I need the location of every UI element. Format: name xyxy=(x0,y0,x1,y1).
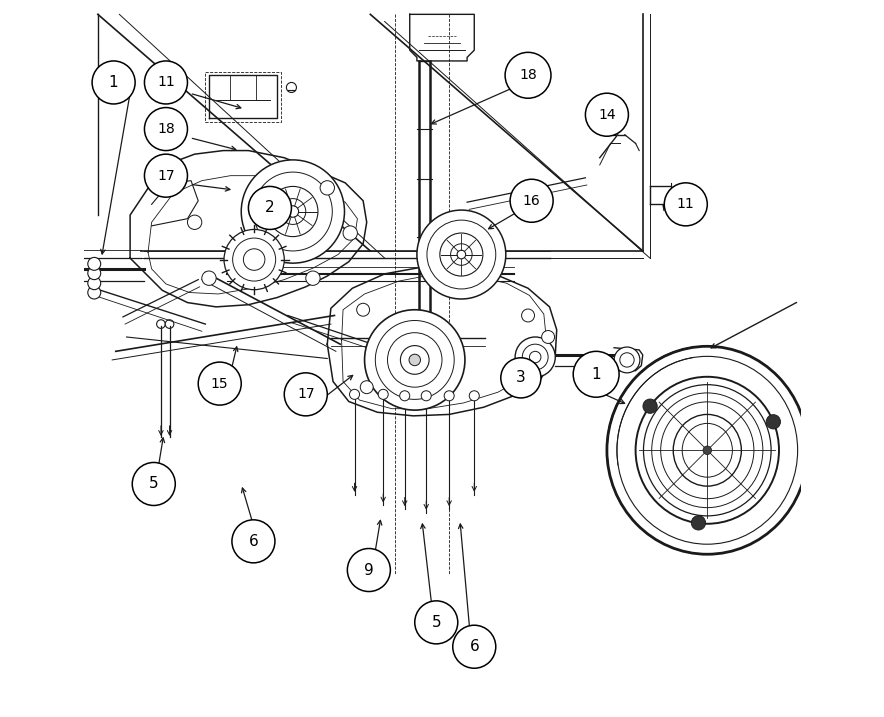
Circle shape xyxy=(165,320,174,328)
Circle shape xyxy=(457,250,466,259)
Text: 1: 1 xyxy=(591,367,601,381)
Circle shape xyxy=(280,199,306,224)
Circle shape xyxy=(232,238,276,281)
Circle shape xyxy=(417,210,506,299)
Circle shape xyxy=(254,172,332,251)
Text: 18: 18 xyxy=(519,68,537,82)
Circle shape xyxy=(409,354,421,366)
Circle shape xyxy=(187,215,202,229)
Text: 11: 11 xyxy=(677,197,695,212)
Circle shape xyxy=(415,601,458,644)
Circle shape xyxy=(88,286,101,299)
Circle shape xyxy=(361,381,373,394)
Circle shape xyxy=(144,108,187,151)
Ellipse shape xyxy=(607,346,808,554)
Ellipse shape xyxy=(660,402,754,499)
Circle shape xyxy=(88,257,101,270)
Circle shape xyxy=(542,331,554,343)
Circle shape xyxy=(427,220,496,289)
Text: 1: 1 xyxy=(109,75,118,90)
Circle shape xyxy=(387,333,442,387)
Circle shape xyxy=(522,344,548,370)
Circle shape xyxy=(451,244,472,265)
Circle shape xyxy=(268,186,318,237)
Text: 2: 2 xyxy=(265,201,275,215)
Text: 18: 18 xyxy=(157,122,175,136)
Circle shape xyxy=(376,320,454,399)
Circle shape xyxy=(202,271,217,285)
Circle shape xyxy=(320,181,334,195)
Circle shape xyxy=(421,391,431,401)
Circle shape xyxy=(515,337,555,377)
Circle shape xyxy=(614,347,640,373)
Circle shape xyxy=(232,520,275,563)
Circle shape xyxy=(505,52,551,98)
Circle shape xyxy=(703,446,712,455)
Text: 17: 17 xyxy=(297,387,315,402)
Circle shape xyxy=(400,346,429,374)
Circle shape xyxy=(530,351,541,363)
Circle shape xyxy=(144,154,187,197)
Ellipse shape xyxy=(636,377,779,523)
Ellipse shape xyxy=(682,423,732,478)
Circle shape xyxy=(469,391,479,401)
Circle shape xyxy=(501,358,541,398)
Circle shape xyxy=(88,277,101,290)
Circle shape xyxy=(198,362,241,405)
Circle shape xyxy=(573,351,619,397)
Text: 6: 6 xyxy=(248,534,258,549)
Circle shape xyxy=(766,414,781,429)
Circle shape xyxy=(224,229,285,290)
Circle shape xyxy=(243,249,265,270)
Text: 17: 17 xyxy=(157,168,175,183)
Circle shape xyxy=(440,233,483,276)
Circle shape xyxy=(156,320,165,328)
Circle shape xyxy=(144,61,187,104)
Circle shape xyxy=(364,310,465,410)
Text: 5: 5 xyxy=(431,615,441,630)
Ellipse shape xyxy=(652,393,763,508)
Circle shape xyxy=(691,516,705,530)
Circle shape xyxy=(347,549,391,592)
Circle shape xyxy=(248,186,292,229)
Ellipse shape xyxy=(674,414,742,486)
Circle shape xyxy=(510,179,553,222)
Circle shape xyxy=(241,160,345,263)
Circle shape xyxy=(133,462,175,505)
Ellipse shape xyxy=(617,356,797,544)
Circle shape xyxy=(92,61,135,104)
Circle shape xyxy=(378,389,388,399)
Circle shape xyxy=(356,303,370,316)
Circle shape xyxy=(286,82,296,92)
Text: 16: 16 xyxy=(522,194,540,208)
Text: 6: 6 xyxy=(469,640,479,654)
Circle shape xyxy=(620,353,634,367)
Circle shape xyxy=(453,625,496,668)
Text: 11: 11 xyxy=(157,75,175,90)
Circle shape xyxy=(349,389,360,399)
Text: 9: 9 xyxy=(364,563,374,577)
Circle shape xyxy=(664,183,707,226)
Circle shape xyxy=(516,382,529,395)
Ellipse shape xyxy=(644,384,771,516)
Circle shape xyxy=(585,93,629,136)
Text: 14: 14 xyxy=(598,108,616,122)
Circle shape xyxy=(643,399,658,413)
Circle shape xyxy=(343,226,357,240)
Circle shape xyxy=(285,373,327,416)
Circle shape xyxy=(522,309,535,322)
Circle shape xyxy=(306,271,320,285)
Circle shape xyxy=(444,391,454,401)
Circle shape xyxy=(88,267,101,280)
Circle shape xyxy=(400,391,410,401)
Text: 15: 15 xyxy=(211,376,229,391)
Text: 5: 5 xyxy=(149,477,158,491)
Circle shape xyxy=(287,206,299,217)
Text: 3: 3 xyxy=(516,371,526,385)
